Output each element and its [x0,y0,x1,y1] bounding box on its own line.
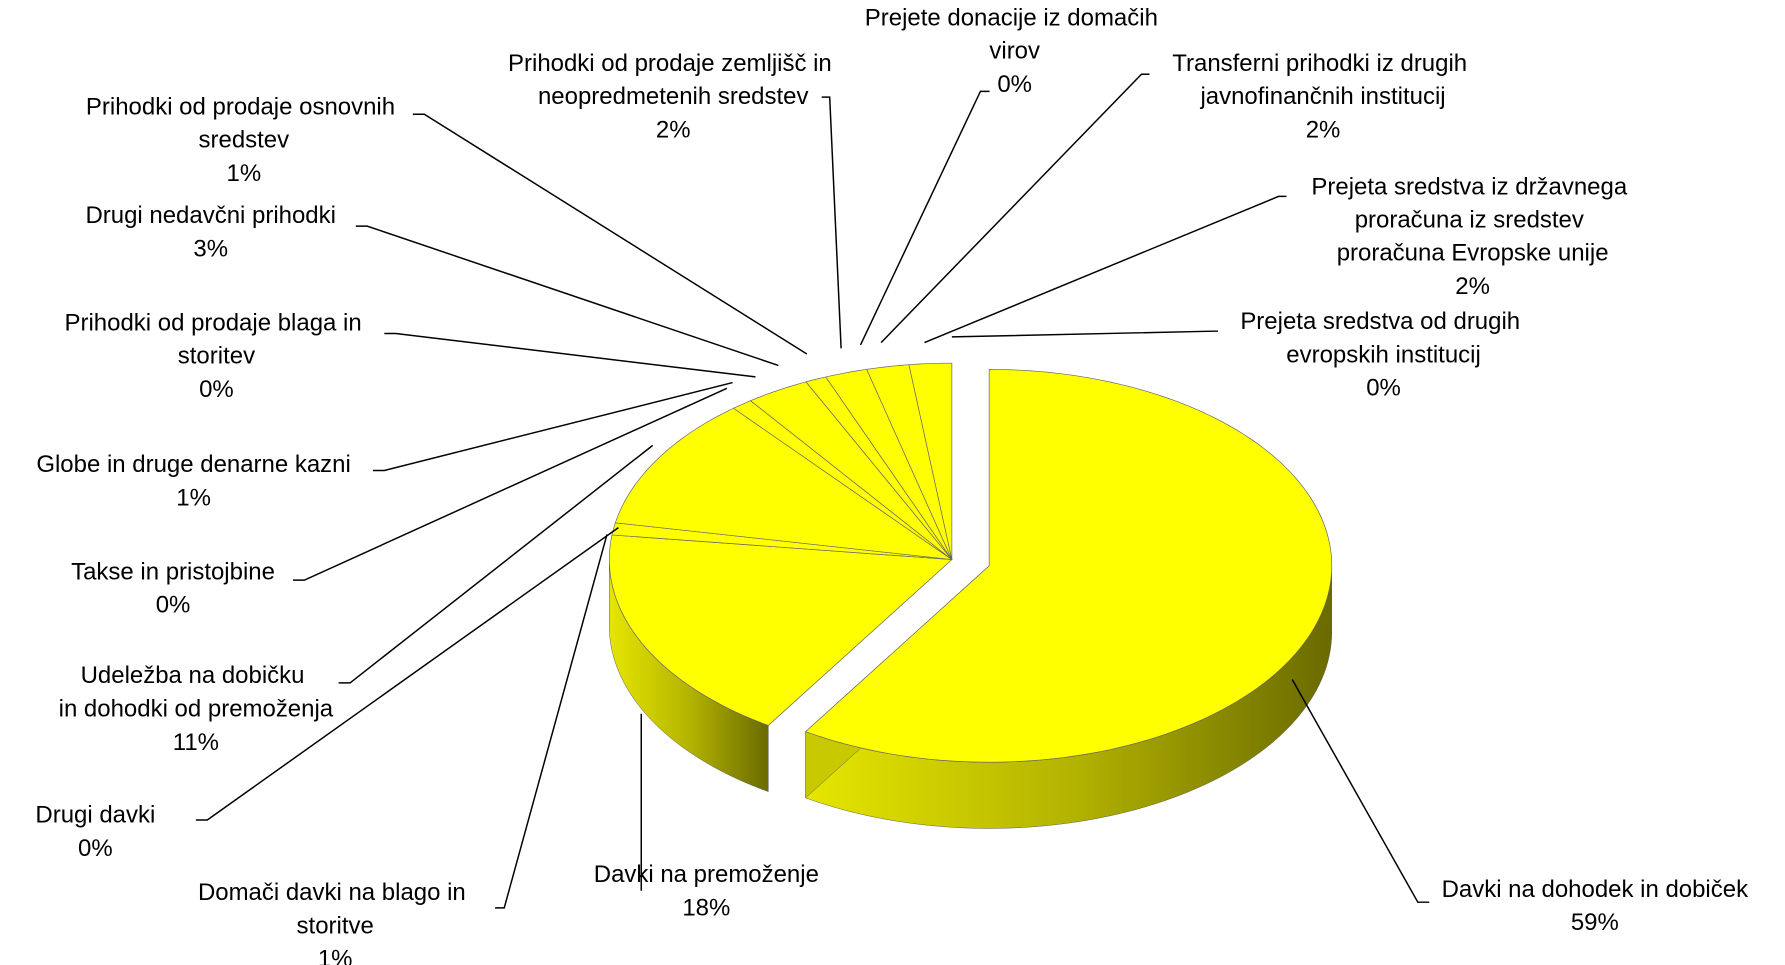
label-line: Prejete donacije iz domačih [865,5,1165,32]
label-line: Globe in druge denarne kazni [36,451,350,478]
value-label: 1% [176,484,211,511]
value-label: 1% [227,160,262,187]
leader-line [355,225,779,367]
labels: Davki na dohodek in dobiček 59% Davki na p… [35,5,1749,965]
value-label: 0% [156,592,191,619]
label-line: Prejeta sredstva iz državnega [1311,174,1633,201]
label-line: virov [989,38,1040,65]
slice [749,381,953,560]
label-line: Prihodki od prodaje blaga in [65,310,369,337]
slice-label: Globe in druge denarne kazni [36,451,350,478]
label-line: evropskih institucij [1286,342,1481,369]
label-line: proračuna Evropske unije [1337,240,1609,267]
value-label: 2% [656,117,691,144]
value-label: 0% [78,835,113,862]
slice [614,407,953,560]
slice [908,362,953,560]
slice-label: Davki na dohodek in dobiček [1442,876,1749,903]
label-line: storitev [178,343,255,370]
label-line: Transferni prihodki iz drugih [1172,50,1474,77]
slice-label: Takse in pristojbine [71,559,275,586]
label-line: Udeležba na dobičku [81,663,312,690]
label-line: Prejeta sredstva od drugih [1240,309,1526,336]
value-label: 2% [1306,117,1341,144]
leader-line [412,113,808,355]
value-label: 59% [1571,909,1619,936]
leader-line [338,444,654,684]
label-line: neopredmetenih sredstev [538,84,808,111]
label-line: Domači davki na blago in [198,880,472,907]
label-line: javnofinančnih institucij [1199,84,1445,111]
label-line: Davki na dohodek in dobiček [1442,876,1749,903]
leader-line [292,387,728,581]
value-label: 2% [1455,273,1490,300]
slice [866,364,953,560]
slice [825,368,953,560]
slice-label: Prejeta sredstva iz državnega proračuna … [1311,174,1633,267]
leader-line [1291,679,1430,903]
label-line: Drugi davki [35,802,155,829]
value-label: 1% [318,946,353,965]
label-line: Takse in pristojbine [71,559,275,586]
label-line: Drugi nedavčni prihodki [85,202,335,229]
pie-tops [608,362,1333,763]
leader-line [951,330,1218,338]
slice-label: Transferni prihodki iz drugih javnofinan… [1172,50,1474,110]
leader-line [195,527,619,821]
leader-line [880,73,1150,344]
label-line: proračuna iz sredstev [1355,207,1591,234]
slice-label: Domači davki na blago in storitve [198,880,472,940]
value-label: 0% [997,71,1032,98]
label-line: Prihodki od prodaje osnovnih [86,94,402,121]
leader-line [821,96,842,349]
label-line: Davki na premoženje [594,861,819,888]
leader-line [859,90,990,346]
label-line: Prihodki od prodaje zemljišč in [508,50,838,77]
slice [804,369,1333,763]
leader-line [384,332,756,378]
slice-label: Drugi davki [35,802,155,829]
leader-line [924,195,1287,344]
value-label: 0% [1366,375,1401,402]
slice-label: Davki na premoženje [594,861,819,888]
slice-label: Prihodki od prodaje blaga in storitev [65,310,369,370]
value-label: 3% [193,235,228,262]
label-line: in dohodki od premoženja [59,696,334,723]
slice-label: Prihodki od prodaje osnovnih sredstev [86,94,402,154]
label-line: sredstev [199,127,290,154]
label-line: storitve [297,913,374,940]
slice-label: Prejete donacije iz domačih virov [865,5,1165,65]
leader-line [495,534,608,909]
slice-label: Prejeta sredstva od drugih evropskih ins… [1240,309,1526,369]
slice-label: Drugi nedavčni prihodki [85,202,335,229]
leader-line [372,381,733,472]
value-label: 0% [199,376,234,403]
slice [608,534,953,726]
slice-label: Udeležba na dobičku in dohodki od premož… [59,663,334,723]
value-label: 18% [682,894,730,921]
slice-label: Prihodki od prodaje zemljišč in neopredm… [508,50,838,110]
value-label: 11% [173,729,219,756]
